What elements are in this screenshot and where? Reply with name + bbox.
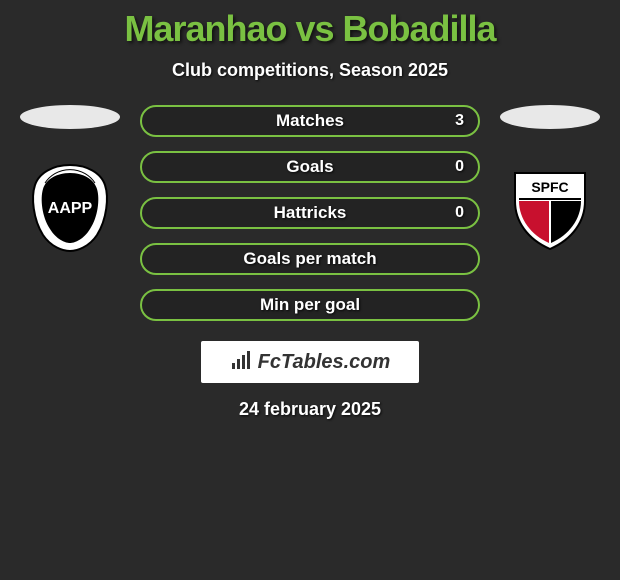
logo-text: FcTables.com	[258, 351, 391, 374]
stat-label: Goals	[286, 157, 333, 177]
stat-row-goals: Goals 0	[140, 151, 480, 183]
fctables-logo: FcTables.com	[201, 341, 419, 383]
subtitle: Club competitions, Season 2025	[0, 60, 620, 81]
svg-text:SPFC: SPFC	[531, 179, 568, 195]
right-team-col: SPFC	[500, 105, 600, 253]
stat-right-value: 3	[455, 112, 464, 130]
left-ellipse	[20, 105, 120, 129]
stat-row-min-per-goal: Min per goal	[140, 289, 480, 321]
stat-row-matches: Matches 3	[140, 105, 480, 137]
left-team-badge: AAPP	[25, 163, 115, 253]
page-title: Maranhao vs Bobadilla	[0, 8, 620, 50]
right-ellipse	[500, 105, 600, 129]
stat-right-value: 0	[455, 158, 464, 176]
main-row: AAPP Matches 3 Goals 0 Hattricks 0	[0, 105, 620, 321]
stat-label: Matches	[276, 111, 344, 131]
stat-row-hattricks: Hattricks 0	[140, 197, 480, 229]
stat-label: Hattricks	[274, 203, 347, 223]
stat-row-goals-per-match: Goals per match	[140, 243, 480, 275]
stat-right-value: 0	[455, 204, 464, 222]
right-team-badge: SPFC	[505, 163, 595, 253]
footer: FcTables.com 24 february 2025	[0, 341, 620, 420]
date-text: 24 february 2025	[239, 399, 381, 420]
stats-column: Matches 3 Goals 0 Hattricks 0 Goals per …	[140, 105, 480, 321]
left-team-col: AAPP	[20, 105, 120, 253]
stat-label: Goals per match	[243, 249, 376, 269]
chart-icon	[230, 349, 252, 376]
comparison-card: Maranhao vs Bobadilla Club competitions,…	[0, 0, 620, 420]
svg-text:AAPP: AAPP	[48, 200, 93, 217]
stat-label: Min per goal	[260, 295, 360, 315]
